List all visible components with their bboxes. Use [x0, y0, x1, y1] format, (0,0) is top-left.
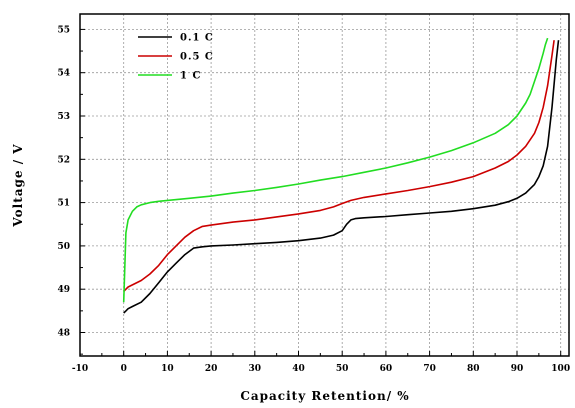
- x-tick-label: 10: [161, 364, 174, 374]
- y-tick-label: 52: [57, 155, 70, 165]
- x-tick-label: 30: [249, 364, 262, 374]
- series-line-2: [123, 40, 555, 292]
- x-tick-label: 100: [551, 364, 570, 374]
- legend-label-1: 0.1 C: [180, 33, 214, 44]
- plot-area-frame: [79, 13, 570, 357]
- y-tick-label: 54: [57, 69, 70, 79]
- y-tick-label: 49: [57, 285, 70, 295]
- x-tick-label: 20: [205, 364, 218, 374]
- grid: [80, 14, 569, 356]
- y-tick-label: 51: [57, 199, 70, 209]
- x-tick-label: 90: [511, 364, 524, 374]
- series-line-3: [122, 37, 549, 303]
- legend-label-3: 1 C: [180, 71, 201, 82]
- y-tick-label: 48: [57, 329, 70, 339]
- series-layer: [122, 37, 560, 314]
- x-tick-label: 50: [336, 364, 349, 374]
- y-axis-title: Voltage / V: [11, 143, 25, 227]
- x-tick-label: 80: [467, 364, 480, 374]
- x-tick-label: 70: [423, 364, 436, 374]
- y-tick-label: 50: [57, 242, 70, 252]
- legend: 0.1 C 0.5 C 1 C: [138, 33, 214, 82]
- series-line-1: [123, 40, 560, 314]
- ticks: -10 0 10 20 30 40 50 60 70 80 90 100 48 49 50 51 52 53 54 5…: [57, 25, 570, 374]
- x-tick-label: 40: [292, 364, 305, 374]
- y-tick-label: 55: [57, 25, 70, 35]
- x-tick-label: 60: [380, 364, 393, 374]
- y-tick-label: 53: [57, 112, 70, 122]
- x-axis-title: Capacity Retention/ %: [240, 389, 409, 403]
- x-tick-label: 0: [121, 364, 127, 374]
- legend-label-2: 0.5 C: [180, 52, 214, 63]
- x-tick-label: -10: [72, 364, 88, 374]
